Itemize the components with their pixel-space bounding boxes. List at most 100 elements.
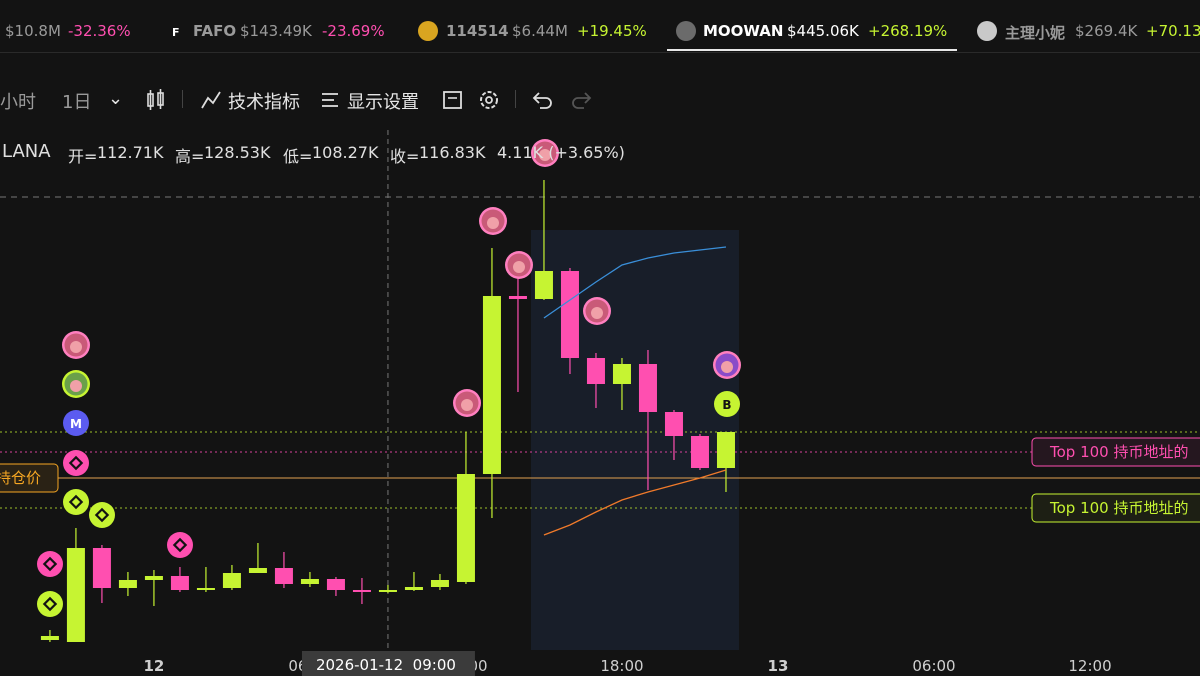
token-icon (676, 21, 696, 41)
line-tag-label: Top 100 持币地址的 (1049, 443, 1188, 461)
marker-circle (89, 502, 115, 528)
trade-marker (583, 297, 611, 325)
indicators-button[interactable]: 技术指标 (228, 92, 300, 113)
ticker-price: $6.44M (512, 22, 568, 40)
marker-diamond (94, 507, 110, 523)
candle-body (560, 271, 579, 358)
candle-body (586, 358, 605, 384)
candle-body (534, 271, 553, 299)
candle-body (508, 296, 527, 299)
x-tick-label: 12:00 (1068, 657, 1111, 675)
marker-diamond (172, 537, 188, 553)
marker-circle (63, 450, 89, 476)
crosshair-label: 2026-01-12 09:00 (316, 656, 456, 674)
interval-dropdown[interactable]: ⌄ (108, 88, 124, 109)
trade-marker (479, 207, 507, 235)
line-tag-box (1031, 493, 1200, 523)
trade-marker (62, 370, 90, 398)
candle-body (222, 573, 241, 588)
marker-letter: B (722, 398, 731, 412)
ticker-change: -23.69% (322, 22, 385, 40)
interval-tab[interactable]: 1日 (62, 92, 92, 113)
snapshot-button[interactable] (442, 89, 464, 111)
trade-marker (531, 139, 559, 167)
gear-button[interactable] (477, 88, 501, 112)
ohlc-change: 4.11K (+3.65%) (497, 143, 625, 162)
candle-body (612, 364, 631, 384)
candle-body (638, 364, 657, 412)
candle-body (430, 580, 449, 587)
ticker-change: +19.45% (577, 22, 647, 40)
candle-body (664, 412, 683, 436)
ticker-bar: $10.8M -32.36% F FAFO $143.49K -23.69% 1… (0, 0, 1200, 53)
marker-circle (167, 532, 193, 558)
marker-circle (37, 591, 63, 617)
trade-marker (713, 351, 741, 379)
ticker-symbol[interactable]: FAFO (193, 22, 237, 40)
ohlc-value: 108.27K (312, 143, 379, 162)
marker-diamond (42, 596, 58, 612)
display-settings-button[interactable]: 显示设置 (347, 92, 419, 113)
avatar-face (70, 380, 82, 392)
redo-button[interactable] (570, 90, 592, 110)
line-tag-label: Top 100 持币地址的 (1049, 499, 1188, 517)
candle-body (92, 548, 111, 588)
line-tag-box (0, 463, 59, 493)
ticker-change: -32.36% (68, 22, 131, 40)
ticker-price: $269.4K (1075, 22, 1138, 40)
line-tag-label: 持仓价 (0, 469, 41, 487)
marker-diamond (68, 494, 84, 510)
avatar-face (591, 307, 603, 319)
ohlc-label: 高= (175, 147, 205, 166)
trade-marker (37, 591, 63, 617)
ticker-price: $143.49K (240, 22, 312, 40)
marker-diamond (42, 556, 58, 572)
ohlc-value: 116.83K (419, 143, 486, 162)
x-tick-label: 12 (143, 657, 164, 675)
candle-body (144, 576, 163, 580)
marker-circle (63, 410, 89, 436)
separator (515, 90, 516, 108)
ticker-price: $445.06K (787, 22, 859, 40)
candle-body (274, 568, 293, 584)
candle-body (326, 579, 345, 590)
undo-button[interactable] (532, 90, 554, 110)
token-icon (977, 21, 997, 41)
candle-type-button[interactable] (146, 89, 166, 111)
marker-diamond (68, 455, 84, 471)
trade-marker (37, 551, 63, 577)
candle-body (456, 474, 475, 582)
indicator-icon (201, 91, 221, 109)
avatar-face (513, 261, 525, 273)
candle-body (352, 590, 371, 592)
crosshair-label-box (301, 651, 475, 676)
avatar-face (70, 341, 82, 353)
candle-body (378, 590, 397, 592)
separator (182, 90, 183, 108)
ticker-symbol[interactable]: MOOWAN (703, 22, 784, 40)
avatar-face (487, 217, 499, 229)
trade-marker (63, 450, 89, 476)
ohlc-value: 128.53K (204, 143, 271, 162)
marker-letter: M (70, 417, 82, 431)
avatar-face (461, 399, 473, 411)
line-tag-fill (1032, 438, 1200, 466)
marker-circle (714, 391, 740, 417)
token-icon: F (172, 26, 180, 39)
interval-tab[interactable]: 小时 (0, 92, 36, 113)
candle-body (66, 548, 85, 642)
ticker-symbol[interactable]: 主理小妮 (1005, 24, 1066, 42)
candle-body (170, 576, 189, 590)
trade-marker (453, 389, 481, 417)
ticker-price[interactable]: $10.8M (5, 22, 61, 40)
candle-body (300, 579, 319, 584)
candle-body (716, 432, 735, 468)
symbol: LANA (2, 141, 51, 162)
ticker-symbol[interactable]: 114514 (446, 22, 509, 40)
candle-body (690, 436, 709, 468)
trade-marker (62, 331, 90, 359)
line-tag-fill (0, 464, 58, 492)
